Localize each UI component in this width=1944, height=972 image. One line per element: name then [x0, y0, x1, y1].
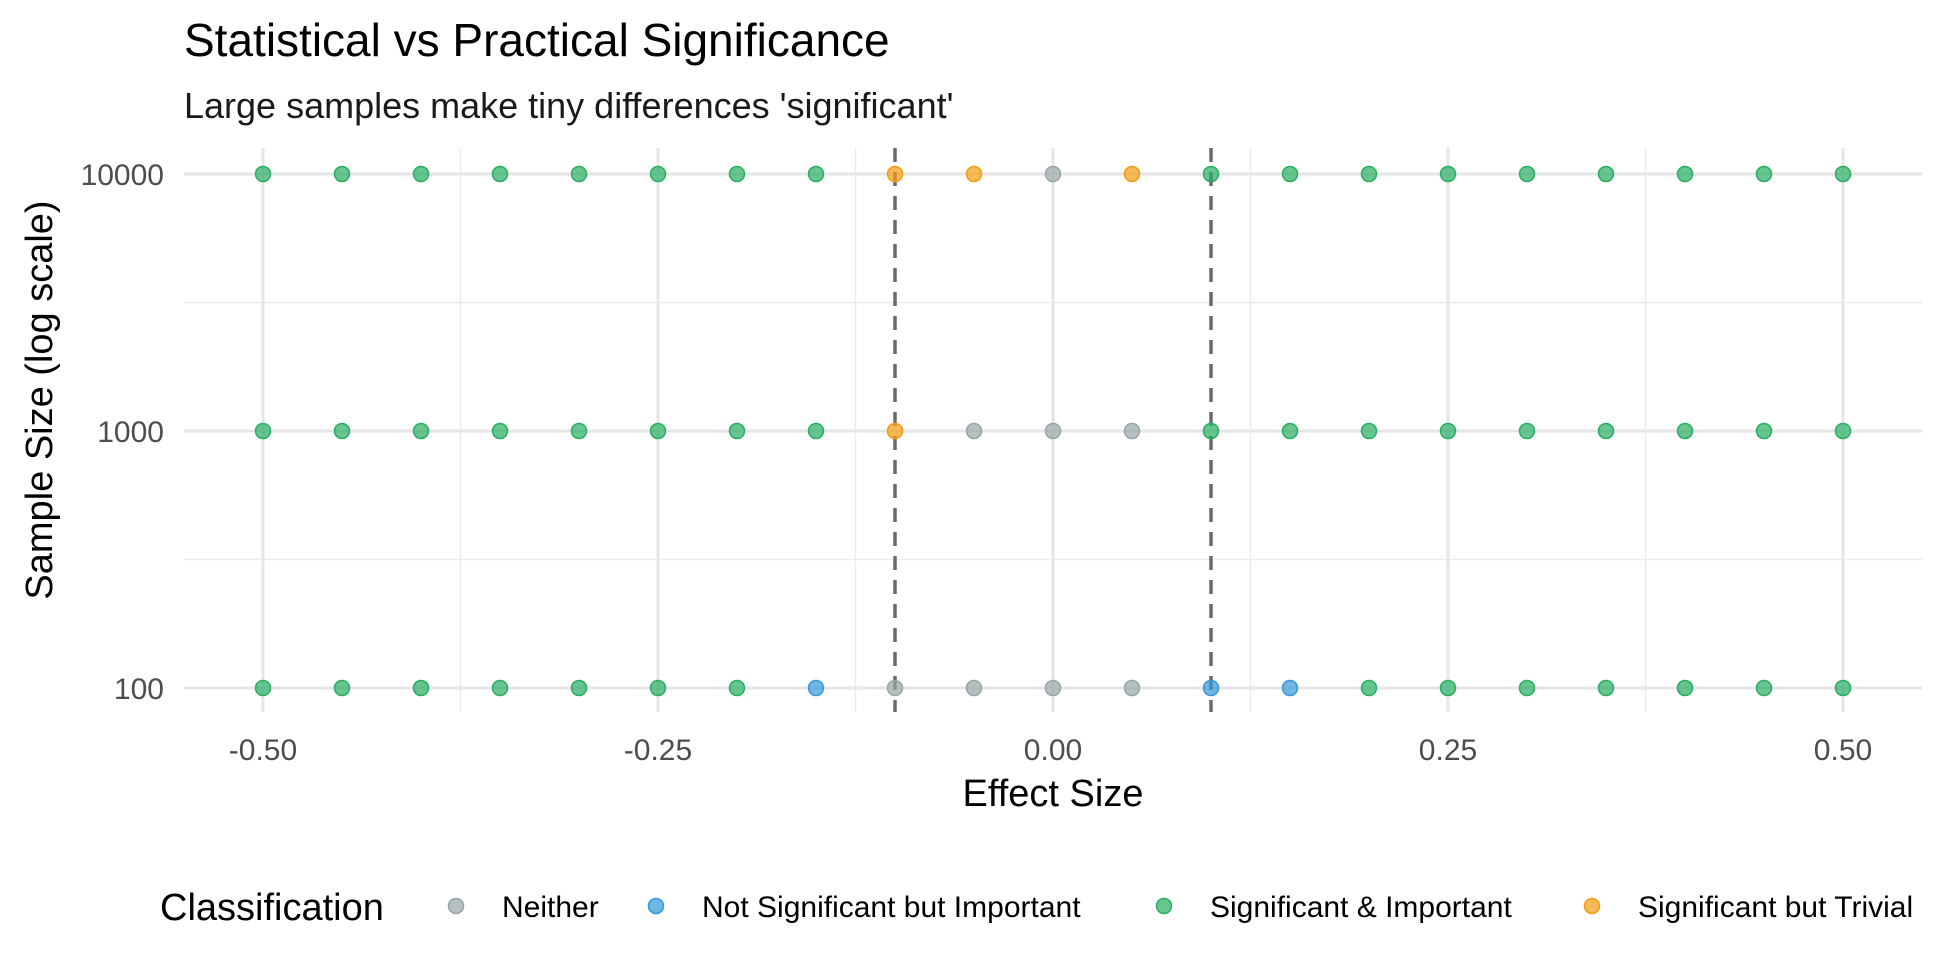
data-point: [1597, 679, 1615, 697]
x-axis-ticks: -0.50 -0.25 0.00 0.25 0.50: [229, 734, 1872, 767]
data-point: [807, 165, 825, 183]
data-point: [1123, 165, 1141, 183]
data-point: [333, 679, 351, 697]
x-tick-label: -0.25: [624, 734, 692, 767]
x-axis-title: Effect Size: [963, 773, 1144, 815]
data-point: [333, 165, 351, 183]
legend-label: Neither: [502, 891, 599, 924]
legend-label: Not Significant but Important: [702, 891, 1081, 924]
data-point: [570, 422, 588, 440]
x-tick-label: 0.50: [1814, 734, 1872, 767]
data-point: [1044, 422, 1062, 440]
data-point: [1597, 165, 1615, 183]
data-points: [254, 165, 1852, 697]
data-point: [1755, 679, 1773, 697]
data-point: [491, 679, 509, 697]
data-point: [1834, 422, 1852, 440]
data-point: [1439, 422, 1457, 440]
y-tick-label: 10000: [81, 159, 164, 192]
data-point: [1281, 422, 1299, 440]
data-point: [1439, 679, 1457, 697]
y-axis-title: Sample Size (log scale): [19, 200, 61, 599]
data-point: [1676, 165, 1694, 183]
data-point: [412, 165, 430, 183]
legend-key: [1583, 897, 1601, 915]
legend-key: [1155, 897, 1173, 915]
data-point: [1755, 422, 1773, 440]
data-point: [728, 422, 746, 440]
data-point: [1676, 679, 1694, 697]
x-tick-label: -0.50: [229, 734, 297, 767]
data-point: [491, 165, 509, 183]
data-point: [1281, 165, 1299, 183]
data-point: [807, 679, 825, 697]
data-point: [1044, 165, 1062, 183]
x-tick-label: 0.00: [1024, 734, 1082, 767]
data-point: [1202, 679, 1220, 697]
data-point: [649, 422, 667, 440]
legend-title: Classification: [160, 887, 384, 929]
reference-lines: [893, 148, 1213, 712]
data-point: [1044, 679, 1062, 697]
data-point: [1439, 165, 1457, 183]
data-point: [886, 165, 904, 183]
data-point: [412, 422, 430, 440]
data-point: [965, 422, 983, 440]
data-point: [965, 165, 983, 183]
data-point: [1518, 165, 1536, 183]
data-point: [254, 422, 272, 440]
data-point: [1676, 422, 1694, 440]
data-point: [570, 165, 588, 183]
data-point: [1597, 422, 1615, 440]
data-point: [1281, 679, 1299, 697]
data-point: [1202, 422, 1220, 440]
data-point: [1202, 165, 1220, 183]
y-tick-label: 100: [114, 673, 164, 706]
legend-key: [447, 897, 465, 915]
data-point: [1834, 679, 1852, 697]
data-point: [1518, 679, 1536, 697]
chart-title: Statistical vs Practical Significance: [184, 14, 890, 66]
data-point: [1360, 165, 1378, 183]
data-point: [412, 679, 430, 697]
legend-label: Significant & Important: [1210, 891, 1512, 924]
data-point: [1360, 679, 1378, 697]
data-point: [254, 679, 272, 697]
data-point: [333, 422, 351, 440]
legend-key: [647, 897, 665, 915]
x-tick-label: 0.25: [1419, 734, 1477, 767]
y-axis-ticks: 100 1000 10000: [81, 159, 164, 706]
data-point: [1123, 422, 1141, 440]
data-point: [254, 165, 272, 183]
data-point: [807, 422, 825, 440]
data-point: [886, 422, 904, 440]
data-point: [649, 165, 667, 183]
data-point: [649, 679, 667, 697]
data-point: [1834, 165, 1852, 183]
data-point: [965, 679, 983, 697]
data-point: [728, 679, 746, 697]
data-point: [1518, 422, 1536, 440]
data-point: [491, 422, 509, 440]
chart-subtitle: Large samples make tiny differences 'sig…: [184, 85, 953, 126]
data-point: [1360, 422, 1378, 440]
data-point: [570, 679, 588, 697]
legend-label: Significant but Trivial: [1638, 891, 1913, 924]
data-point: [886, 679, 904, 697]
data-point: [1123, 679, 1141, 697]
y-tick-label: 1000: [97, 416, 164, 449]
data-point: [1755, 165, 1773, 183]
legend: Classification Neither Not Significant bu…: [160, 887, 1913, 929]
data-point: [728, 165, 746, 183]
